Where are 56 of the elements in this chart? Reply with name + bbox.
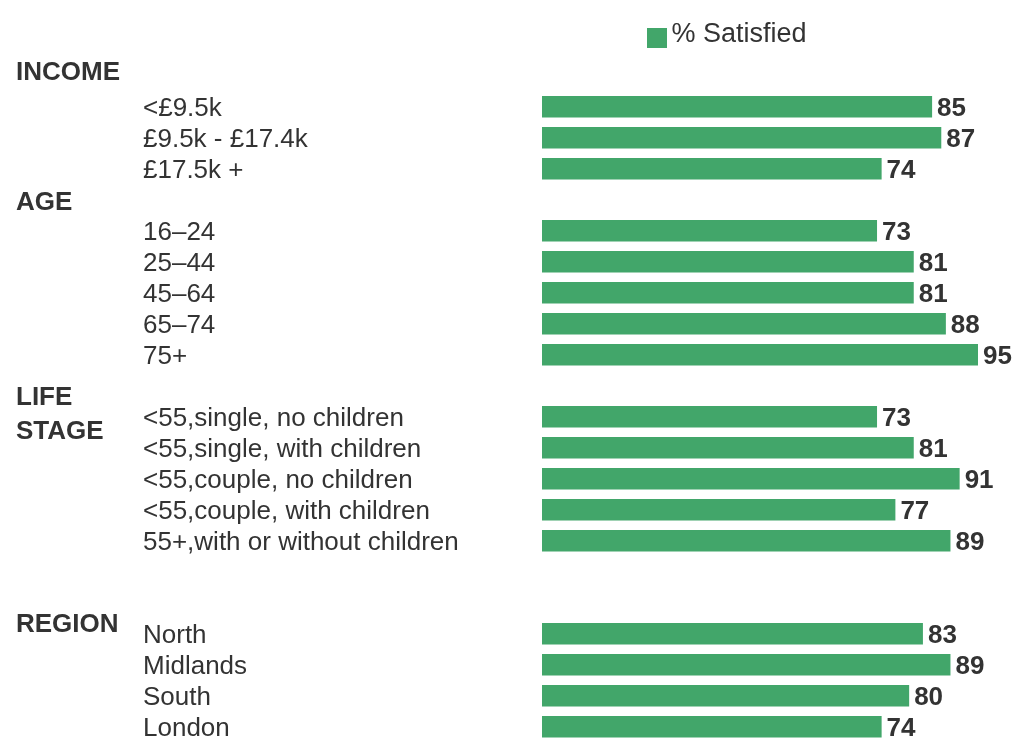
- text: REGION: [16, 607, 120, 641]
- y-tick-label: 16–24: [143, 215, 216, 246]
- bar: [542, 344, 978, 366]
- data-label: 73: [882, 215, 911, 246]
- data-label: 85: [937, 91, 967, 122]
- y-tick-label: £9.5k - £17.4k: [143, 122, 309, 153]
- data-label: 81: [918, 277, 948, 308]
- y-tick-label: <55,couple, with children: [143, 494, 430, 525]
- y-tick-label: 25–44: [143, 246, 216, 277]
- bar: [542, 251, 914, 273]
- data-label: 89: [955, 525, 985, 556]
- data-label: 83: [927, 618, 957, 649]
- bar: [542, 220, 878, 242]
- data-label: 74: [886, 153, 917, 184]
- data-label: 87: [946, 122, 976, 153]
- bar: [542, 282, 914, 304]
- data-label: 74: [886, 711, 917, 742]
- y-tick-label: 55+,with or without children: [143, 525, 459, 556]
- bar: [542, 127, 942, 149]
- bar: [542, 313, 946, 335]
- y-tick-label: North: [143, 618, 207, 649]
- bar: [542, 685, 910, 707]
- data-label: 80: [914, 680, 944, 711]
- y-tick-label: <£9.5k: [143, 91, 223, 122]
- y-tick-label: 75+: [143, 339, 188, 370]
- bar: [542, 654, 951, 676]
- data-label: 81: [918, 246, 948, 277]
- bar: [542, 406, 878, 428]
- y-tick-label: 45–64: [143, 277, 216, 308]
- bar: [542, 530, 951, 552]
- legend-label: % Satisfied: [671, 18, 807, 48]
- data-label: 89: [955, 649, 985, 680]
- bar: [542, 468, 960, 490]
- y-tick-label: <55,single, no children: [143, 401, 404, 432]
- data-label: 91: [964, 463, 994, 494]
- text: AGE: [16, 184, 74, 218]
- data-label: 73: [882, 401, 911, 432]
- bar: [542, 716, 882, 738]
- y-tick-label: 65–74: [143, 308, 216, 339]
- y-tick-label: Midlands: [143, 649, 248, 680]
- data-label: 81: [918, 432, 948, 463]
- y-tick-label: South: [143, 680, 211, 711]
- data-label: 88: [950, 308, 980, 339]
- bar: [542, 437, 914, 459]
- text: LIFE STAGE: [16, 379, 105, 447]
- bar: [542, 623, 923, 645]
- bar: [542, 158, 882, 180]
- y-tick-label: London: [143, 711, 230, 742]
- text: INCOME: [16, 55, 121, 88]
- data-label: 95: [983, 339, 1012, 370]
- y-tick-label: £17.5k +: [143, 153, 244, 184]
- bar: [542, 96, 933, 118]
- y-tick-label: <55,single, with children: [143, 432, 422, 463]
- y-tick-label: <55,couple, no children: [143, 463, 413, 494]
- data-label: 77: [900, 494, 930, 525]
- bar: [542, 499, 896, 521]
